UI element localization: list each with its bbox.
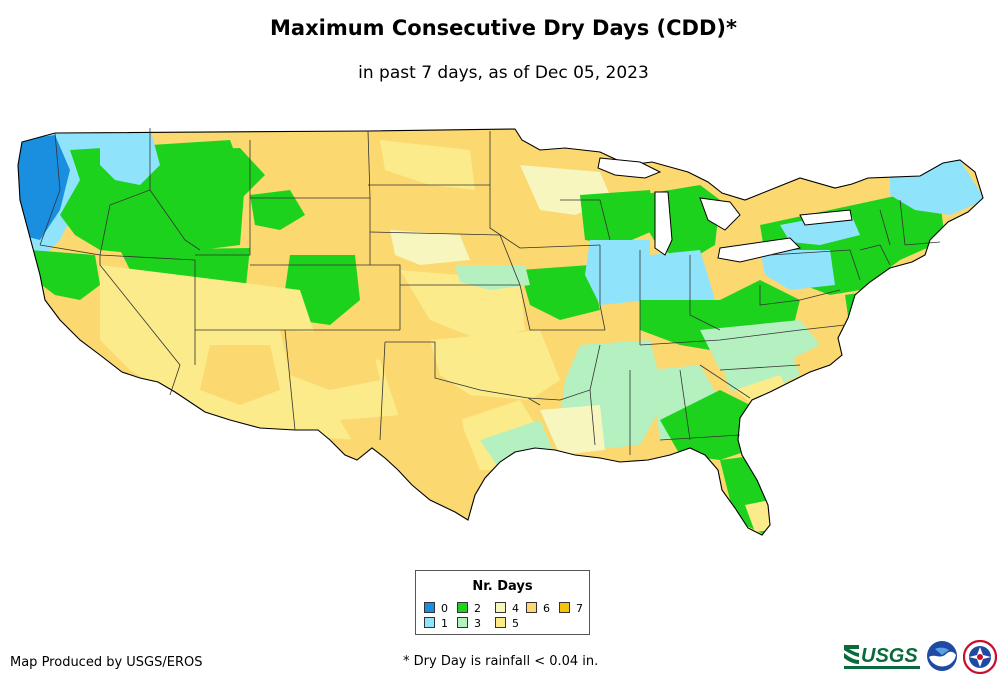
legend-swatch-3 xyxy=(457,617,468,628)
legend-swatch-1 xyxy=(424,617,435,628)
legend-swatch-5 xyxy=(495,617,506,628)
legend-label-5: 5 xyxy=(512,617,519,630)
map-subtitle: in past 7 days, as of Dec 05, 2023 xyxy=(358,63,649,83)
credit-text: Map Produced by USGS/EROS xyxy=(10,655,203,670)
legend: Nr. Days 0 2 4 6 7 1 3 5 xyxy=(415,570,590,635)
map-title: Maximum Consecutive Dry Days (CDD)* xyxy=(270,16,737,40)
legend-label-2: 2 xyxy=(474,602,481,615)
legend-label-0: 0 xyxy=(441,602,448,615)
legend-label-1: 1 xyxy=(441,617,448,630)
cdd-map xyxy=(17,128,984,536)
legend-swatch-2 xyxy=(457,602,468,613)
legend-label-3: 3 xyxy=(474,617,481,630)
legend-swatch-4 xyxy=(495,602,506,613)
nws-logo xyxy=(963,640,997,674)
legend-label-7: 7 xyxy=(576,602,583,615)
usgs-logo: USGS xyxy=(844,645,920,669)
legend-swatch-0 xyxy=(424,602,435,613)
noaa-logo xyxy=(927,641,957,671)
legend-title: Nr. Days xyxy=(472,579,533,594)
footnote-text: * Dry Day is rainfall < 0.04 in. xyxy=(403,654,599,669)
legend-swatch-7 xyxy=(559,602,570,613)
legend-label-4: 4 xyxy=(512,602,519,615)
svg-text:USGS: USGS xyxy=(861,645,918,667)
legend-label-6: 6 xyxy=(543,602,550,615)
legend-swatch-6 xyxy=(526,602,537,613)
